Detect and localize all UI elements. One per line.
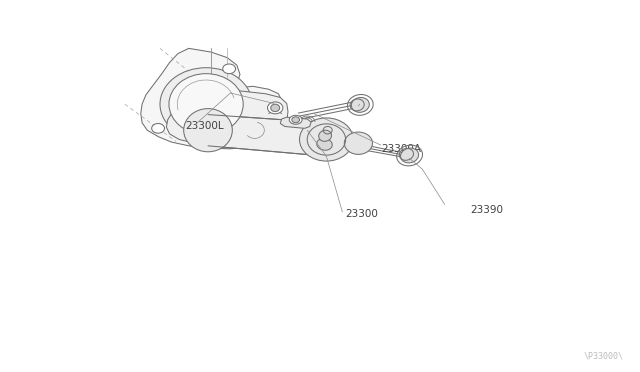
Ellipse shape <box>317 138 332 150</box>
Text: 23390: 23390 <box>470 205 504 215</box>
Ellipse shape <box>152 124 164 133</box>
Ellipse shape <box>271 104 280 112</box>
Ellipse shape <box>289 115 302 124</box>
Ellipse shape <box>292 117 300 123</box>
Ellipse shape <box>223 64 236 74</box>
Ellipse shape <box>160 68 252 141</box>
Ellipse shape <box>184 109 232 152</box>
Ellipse shape <box>401 148 419 163</box>
Ellipse shape <box>351 97 369 112</box>
Text: 23300A: 23300A <box>381 144 421 154</box>
Ellipse shape <box>268 102 283 114</box>
Text: 23300: 23300 <box>346 209 378 219</box>
Polygon shape <box>280 117 311 128</box>
Ellipse shape <box>319 130 332 141</box>
Ellipse shape <box>169 74 243 135</box>
Text: \P33000\: \P33000\ <box>584 352 624 361</box>
Polygon shape <box>208 115 326 156</box>
Polygon shape <box>141 48 288 149</box>
Polygon shape <box>166 89 288 145</box>
Ellipse shape <box>344 132 372 154</box>
Text: 23300L: 23300L <box>186 122 224 131</box>
Ellipse shape <box>300 118 353 161</box>
